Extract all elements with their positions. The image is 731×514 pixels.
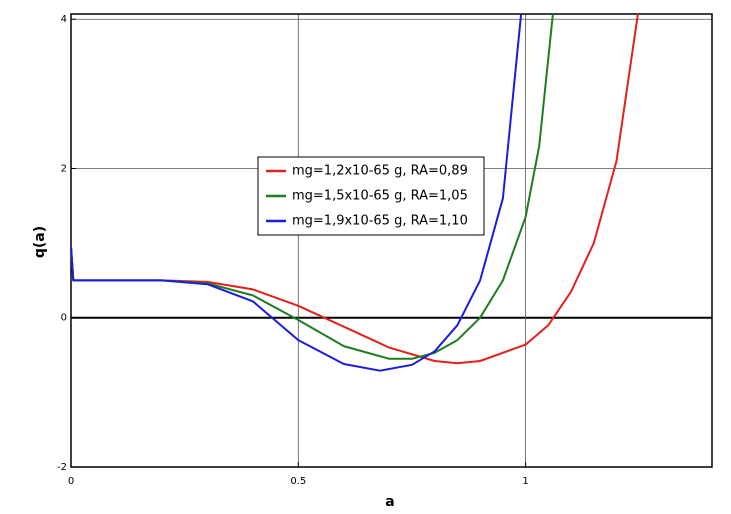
y-tick-label: 2 bbox=[61, 163, 67, 174]
legend-box bbox=[257, 156, 485, 236]
line-series bbox=[70, 13, 523, 372]
legend-label: mg=1,2x10-65 g, RA=0,89 bbox=[292, 164, 468, 179]
y-tick-label: 0 bbox=[61, 313, 67, 324]
plot-frame bbox=[70, 13, 713, 468]
x-tick-label: 0 bbox=[68, 476, 74, 487]
legend-label: mg=1,5x10-65 g, RA=1,05 bbox=[292, 189, 468, 204]
legend-label: mg=1,9x10-65 g, RA=1,10 bbox=[292, 214, 468, 229]
x-tick-label: 0.5 bbox=[290, 476, 306, 487]
x-tick-label: 1 bbox=[522, 476, 528, 487]
y-tick-label: -2 bbox=[57, 462, 67, 473]
y-tick-label: 4 bbox=[61, 14, 67, 25]
x-axis-label: a bbox=[385, 494, 394, 510]
y-axis-label: q(a) bbox=[32, 226, 48, 258]
